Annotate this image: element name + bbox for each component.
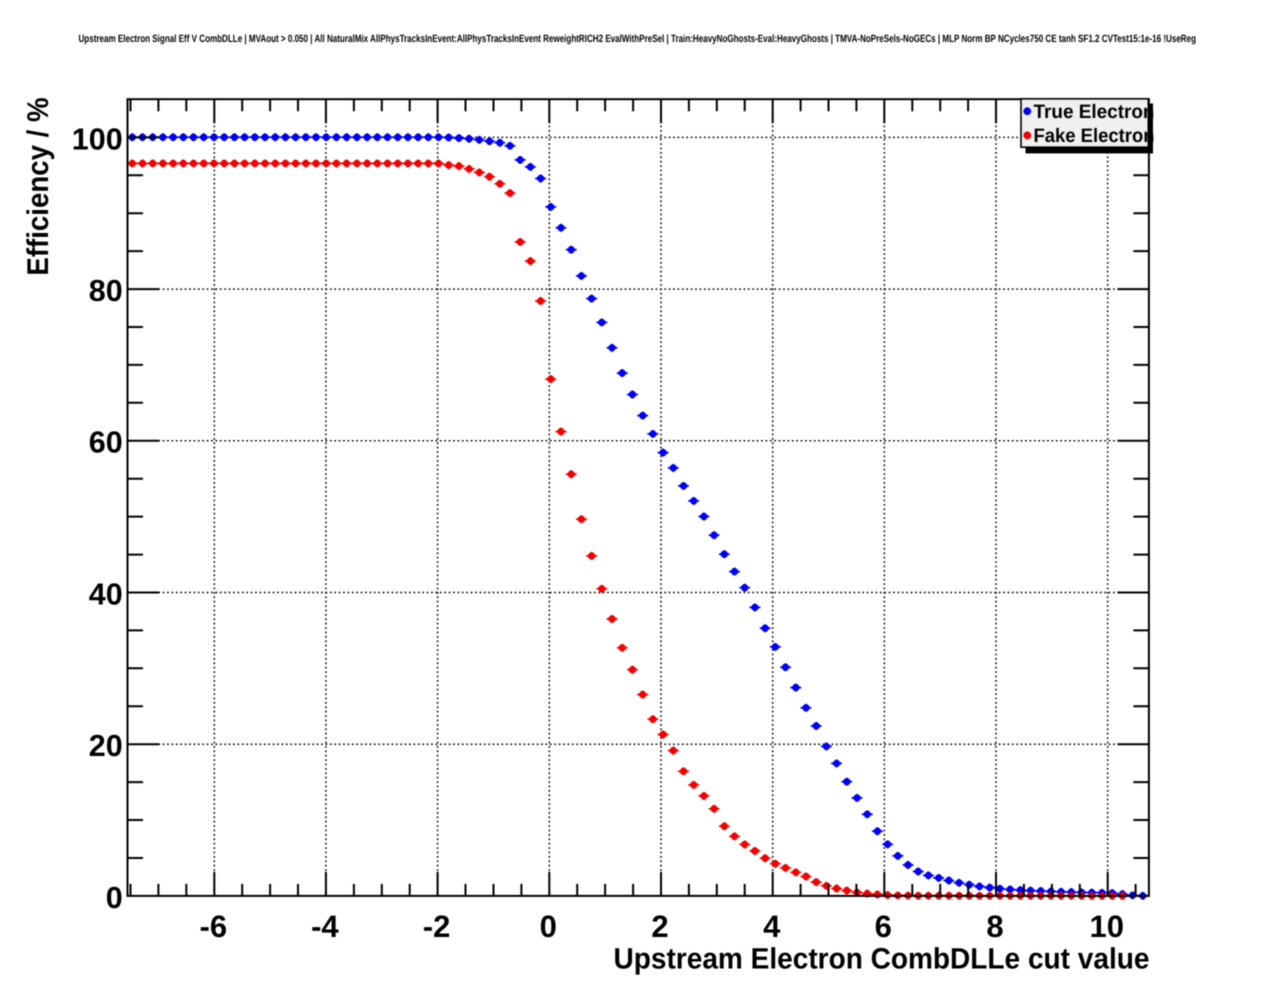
svg-text:100: 100 [72,122,123,156]
svg-text:4: 4 [763,909,781,944]
svg-text:-6: -6 [200,909,228,944]
svg-text:-2: -2 [423,909,451,944]
svg-text:80: 80 [89,274,123,308]
svg-text:True Electron: True Electron [1034,101,1155,123]
svg-text:20: 20 [89,729,123,763]
svg-text:2: 2 [651,909,668,944]
svg-text:40: 40 [89,577,123,611]
svg-text:6: 6 [875,909,892,944]
svg-text:Upstream Electron CombDLLe cut: Upstream Electron CombDLLe cut value [614,943,1150,976]
svg-text:60: 60 [89,426,123,460]
svg-text:8: 8 [986,909,1003,944]
svg-text:-4: -4 [311,909,339,944]
svg-text:Efficiency / %: Efficiency / % [22,97,55,275]
svg-text:0: 0 [540,909,557,944]
svg-text:0: 0 [106,881,123,915]
svg-text:10: 10 [1089,909,1123,944]
svg-text:Upstream Electron Signal Eff V: Upstream Electron Signal Eff V CombDLLe … [79,33,1197,45]
svg-text:Fake Electron: Fake Electron [1034,125,1155,147]
